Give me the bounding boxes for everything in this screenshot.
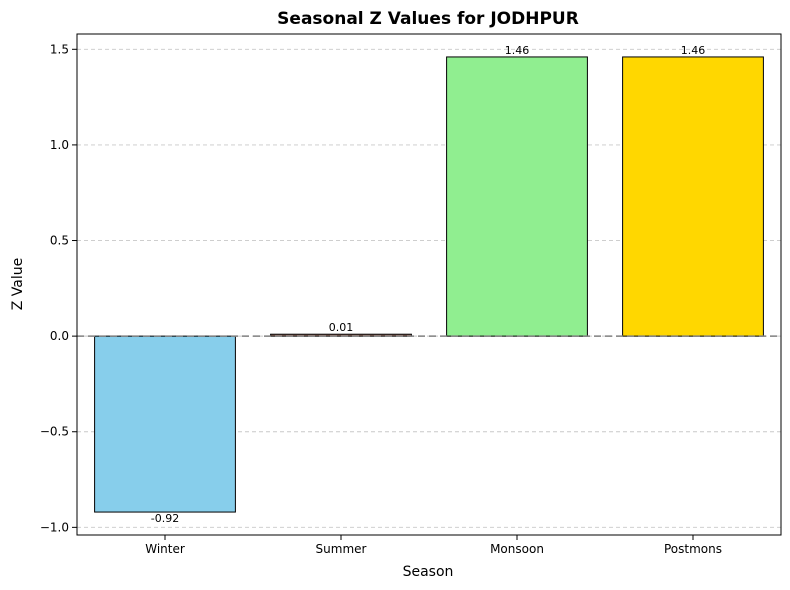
y-tick-label: −1.0 — [40, 520, 69, 534]
y-tick-label: 1.0 — [50, 138, 69, 152]
bar-postmons — [622, 56, 764, 337]
x-tick-label: Monsoon — [490, 542, 544, 556]
bar-series — [94, 56, 764, 513]
x-tick-label: Summer — [316, 542, 367, 556]
plot-frame — [76, 33, 782, 536]
data-label-summer: 0.01 — [329, 321, 354, 334]
chart-title: Seasonal Z Values for JODHPUR — [277, 9, 579, 29]
y-axis-ticks: −1.0 −0.5 0.0 0.5 1.0 1.5 — [40, 42, 77, 534]
y-tick-label: 1.5 — [50, 42, 69, 56]
data-label-postmons: 1.46 — [681, 44, 706, 57]
y-tick-label: −0.5 — [40, 425, 69, 439]
data-label-monsoon: 1.46 — [505, 44, 530, 57]
x-tick-label: Winter — [145, 542, 185, 556]
bar-monsoon — [446, 56, 588, 337]
x-axis-ticks: Winter Summer Monsoon Postmons — [145, 535, 722, 556]
x-tick-label: Postmons — [664, 542, 722, 556]
y-tick-label: 0.5 — [50, 234, 69, 248]
data-label-winter: -0.92 — [151, 512, 179, 525]
data-labels: -0.92 0.01 1.46 1.46 — [151, 44, 705, 525]
y-axis-title: Z Value — [10, 258, 26, 311]
y-tick-label: 0.0 — [50, 329, 69, 343]
bar-winter — [94, 335, 236, 513]
x-axis-title: Season — [403, 564, 454, 580]
